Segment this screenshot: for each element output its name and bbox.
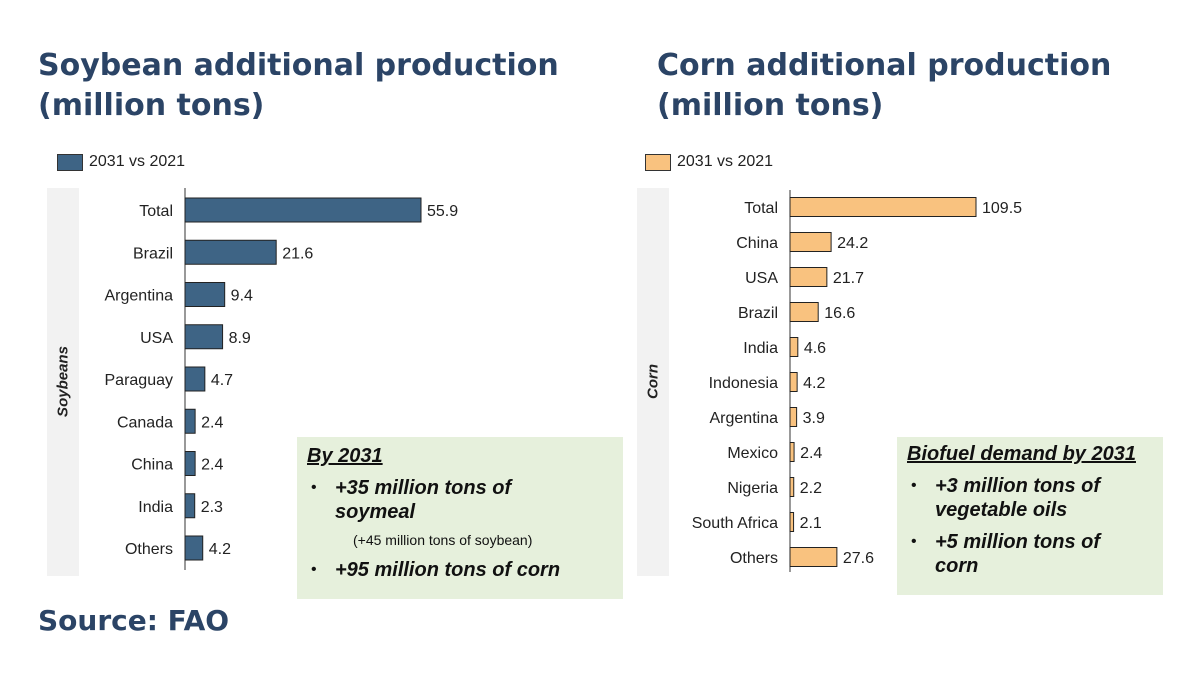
soybean-bar-argentina bbox=[184, 282, 226, 307]
corn-category-india: India bbox=[743, 340, 778, 357]
corn-category-nigeria: Nigeria bbox=[727, 480, 778, 497]
corn-note-item-oils: +3 million tons of vegetable oils bbox=[907, 474, 1135, 522]
soybean-bar-canada bbox=[184, 408, 196, 434]
corn-value-total: 109.5 bbox=[982, 200, 1022, 217]
corn-bar-mexico bbox=[789, 442, 795, 462]
corn-value-argentina: 3.9 bbox=[803, 410, 825, 427]
soybean-bar-brazil bbox=[184, 239, 277, 265]
source-caption: Source: FAO bbox=[38, 604, 230, 637]
soybean-bar-total bbox=[184, 197, 422, 223]
corn-category-total: Total bbox=[744, 200, 778, 217]
corn-value-india: 4.6 bbox=[804, 340, 826, 357]
soybean-title-line2: (million tons) bbox=[38, 88, 265, 123]
corn-chart-title: Corn additional production (million tons… bbox=[657, 46, 1111, 126]
soybean-value-brazil: 21.6 bbox=[282, 245, 313, 262]
soybean-bar-china bbox=[184, 451, 196, 476]
corn-value-indonesia: 4.2 bbox=[803, 375, 825, 392]
soybean-bar-paraguay bbox=[184, 366, 206, 392]
corn-category-mexico: Mexico bbox=[727, 445, 778, 462]
soybean-value-india: 2.3 bbox=[201, 499, 223, 516]
soybean-value-argentina: 9.4 bbox=[231, 288, 253, 305]
corn-note-heading: Biofuel demand by 2031 bbox=[907, 443, 1136, 465]
corn-bar-brazil bbox=[789, 302, 819, 322]
corn-value-mexico: 2.4 bbox=[800, 445, 822, 462]
soybean-title-line1: Soybean additional production bbox=[38, 48, 559, 83]
corn-bar-usa bbox=[789, 267, 828, 287]
corn-category-others: Others bbox=[730, 550, 778, 567]
corn-category-usa: USA bbox=[745, 270, 778, 287]
soybean-category-paraguay: Paraguay bbox=[105, 372, 174, 389]
corn-legend: 2031 vs 2021 bbox=[645, 153, 773, 171]
soybean-bar-usa bbox=[184, 324, 224, 350]
soybean-category-canada: Canada bbox=[117, 414, 173, 431]
corn-note-item-corn: +5 million tons of corn bbox=[907, 530, 1135, 578]
soybean-value-china: 2.4 bbox=[201, 457, 223, 474]
corn-bar-others bbox=[789, 547, 838, 567]
corn-bar-total bbox=[789, 197, 977, 217]
corn-bar-nigeria bbox=[789, 477, 795, 497]
soybean-legend-swatch bbox=[57, 153, 83, 171]
corn-value-nigeria: 2.2 bbox=[800, 480, 822, 497]
corn-bar-argentina bbox=[789, 407, 798, 427]
soybean-value-canada: 2.4 bbox=[201, 414, 223, 431]
corn-category-indonesia: Indonesia bbox=[709, 375, 778, 392]
soybean-category-usa: USA bbox=[140, 330, 173, 347]
corn-value-others: 27.6 bbox=[843, 550, 874, 567]
soybean-category-india: India bbox=[138, 499, 173, 516]
soybean-category-china: China bbox=[131, 457, 173, 474]
soybean-category-total: Total bbox=[139, 203, 173, 220]
corn-bar-indonesia bbox=[789, 372, 798, 392]
soybean-legend: 2031 vs 2021 bbox=[57, 153, 185, 171]
soybean-note-box: By 2031 +35 million tons of soymeal (+45… bbox=[297, 437, 623, 599]
corn-bar-india bbox=[789, 337, 799, 357]
corn-category-south-africa: South Africa bbox=[692, 515, 778, 532]
soybean-note-item-corn: +95 million tons of corn bbox=[307, 558, 613, 582]
corn-note-box: Biofuel demand by 2031 +3 million tons o… bbox=[897, 437, 1163, 595]
soybean-note-item-soymeal: +35 million tons of soymeal bbox=[307, 476, 535, 524]
soybean-category-argentina: Argentina bbox=[105, 288, 174, 305]
corn-value-china: 24.2 bbox=[837, 235, 868, 252]
corn-value-brazil: 16.6 bbox=[824, 305, 855, 322]
corn-value-south-africa: 2.1 bbox=[800, 515, 822, 532]
soybean-category-others: Others bbox=[125, 541, 173, 558]
soybean-chart-title: Soybean additional production (million t… bbox=[38, 46, 559, 126]
corn-side-strip bbox=[637, 188, 669, 576]
corn-value-usa: 21.7 bbox=[833, 270, 864, 287]
soybean-legend-label: 2031 vs 2021 bbox=[89, 153, 186, 170]
soybean-note-subtext: (+45 million tons of soybean) bbox=[353, 532, 533, 548]
corn-bar-china bbox=[789, 232, 832, 252]
corn-legend-swatch bbox=[645, 153, 671, 171]
corn-category-argentina: Argentina bbox=[710, 410, 779, 427]
soybean-value-total: 55.9 bbox=[427, 203, 458, 220]
corn-title-line1: Corn additional production bbox=[657, 48, 1112, 83]
soybean-value-others: 4.2 bbox=[209, 541, 231, 558]
corn-bar-south-africa bbox=[789, 512, 795, 532]
soybean-note-heading: By 2031 bbox=[307, 445, 383, 467]
soybean-side-strip bbox=[47, 188, 79, 576]
soybean-bar-others bbox=[184, 535, 204, 561]
soybean-value-paraguay: 4.7 bbox=[211, 372, 233, 389]
soybean-category-brazil: Brazil bbox=[133, 245, 173, 262]
corn-category-china: China bbox=[736, 235, 778, 252]
corn-category-brazil: Brazil bbox=[738, 305, 778, 322]
corn-legend-label: 2031 vs 2021 bbox=[677, 153, 774, 170]
soybean-value-usa: 8.9 bbox=[229, 330, 251, 347]
corn-title-line2: (million tons) bbox=[657, 88, 884, 123]
soybean-bar-india bbox=[184, 493, 196, 519]
